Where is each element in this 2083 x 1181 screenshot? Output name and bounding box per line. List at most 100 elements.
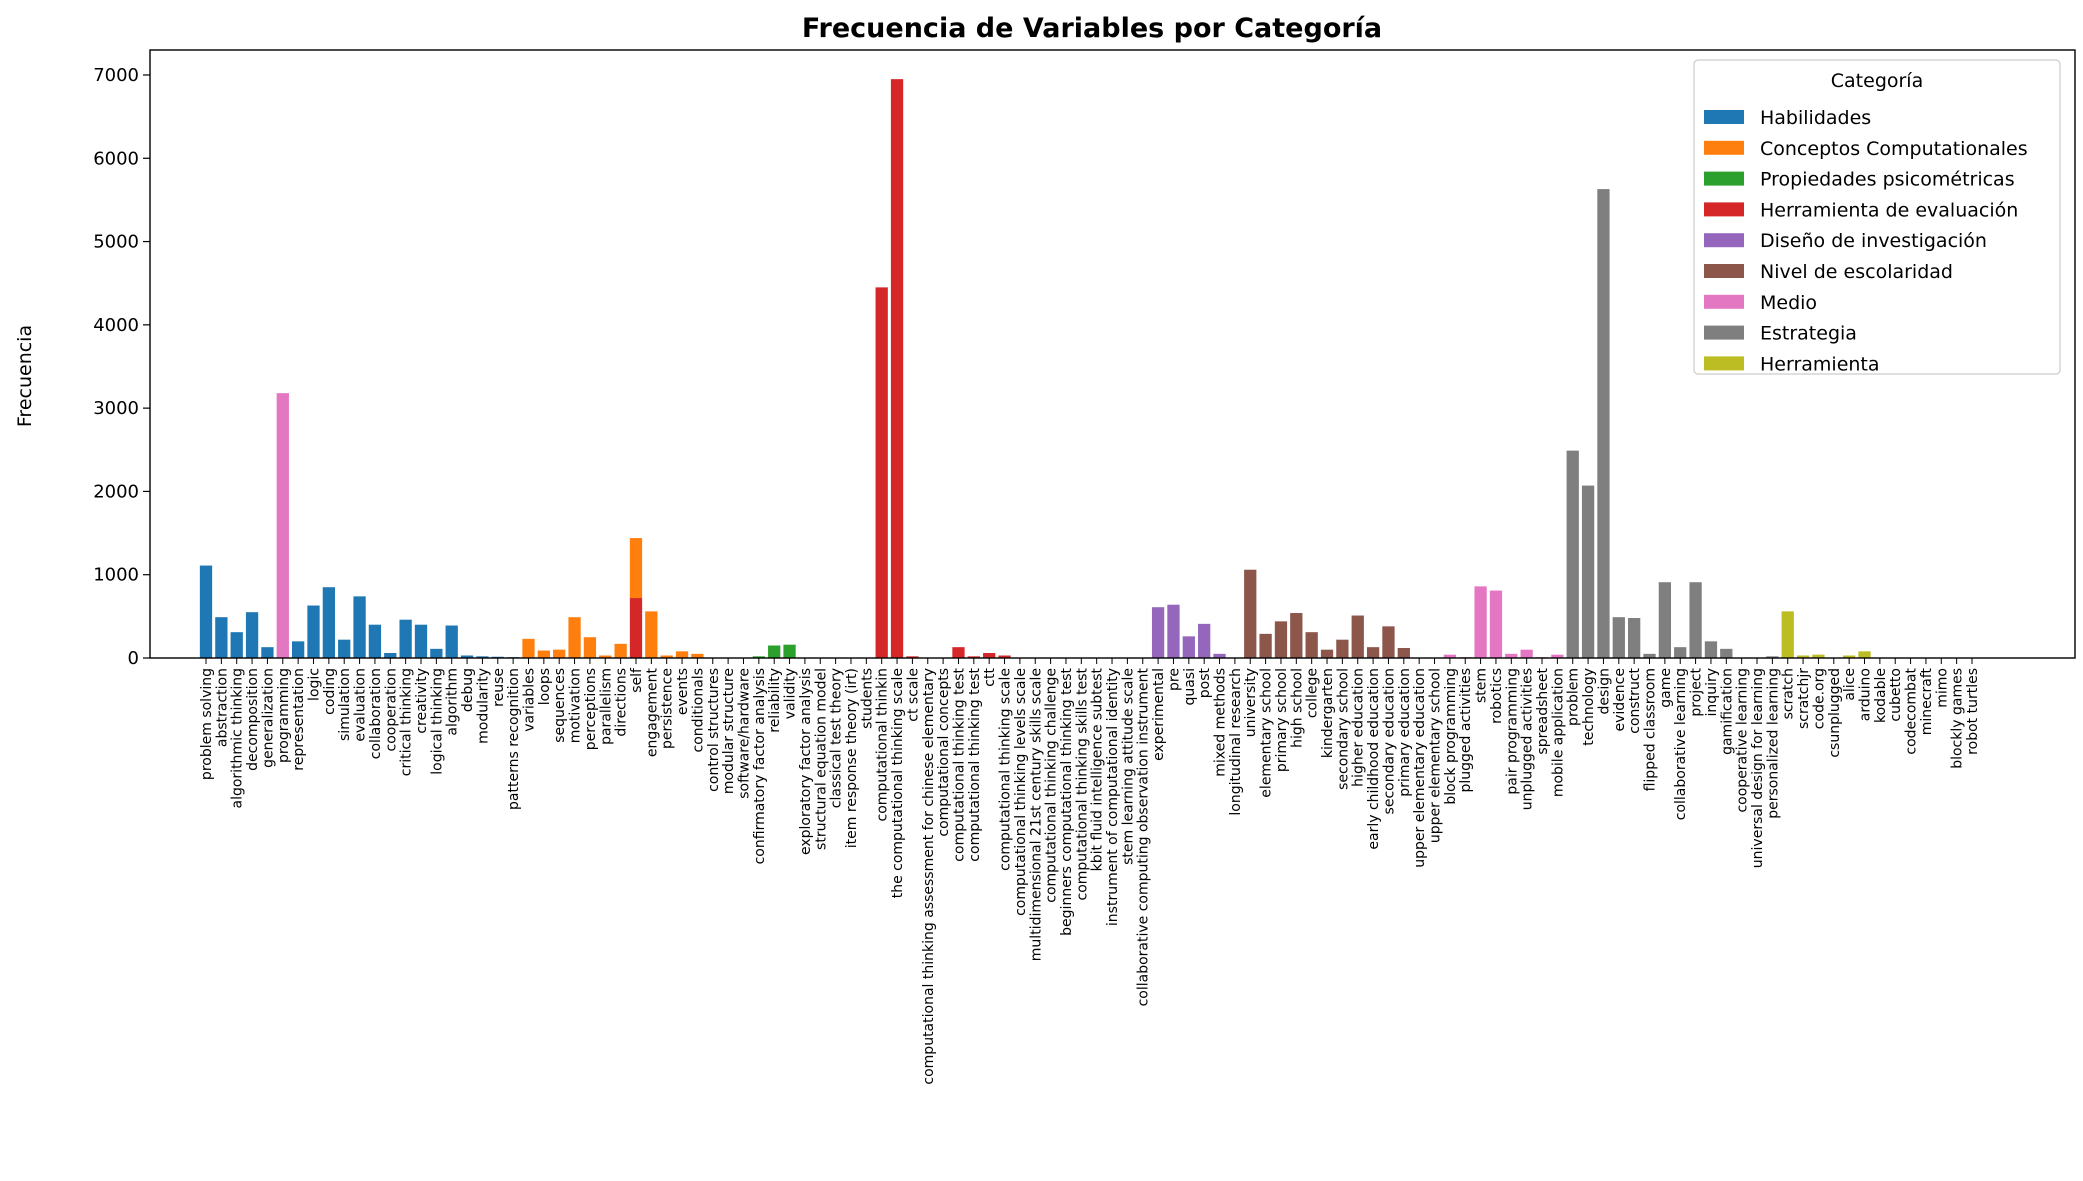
bar xyxy=(1581,485,1595,658)
x-tick-label: secondary education xyxy=(1381,668,1397,814)
x-tick-label: classical test theory xyxy=(829,668,845,808)
bar xyxy=(245,612,259,658)
bar xyxy=(1167,604,1180,658)
x-tick-label: cooperation xyxy=(383,668,399,751)
x-tick-label: structural equation model xyxy=(813,668,829,850)
x-tick-label: plugged activities xyxy=(1458,668,1474,793)
x-tick-label: persistence xyxy=(660,668,676,749)
bar xyxy=(629,598,643,658)
legend-entry: Herramienta de evaluación xyxy=(1760,199,2018,221)
x-tick-label: secondary school xyxy=(1335,668,1351,790)
bar xyxy=(199,565,213,658)
x-tick-label: students xyxy=(859,668,875,729)
y-tick-label: 6000 xyxy=(93,148,139,169)
bar xyxy=(1766,656,1779,658)
bar xyxy=(614,643,627,658)
x-tick-label: flipped classroom xyxy=(1643,668,1659,791)
bar xyxy=(1612,617,1625,658)
x-tick-label: higher education xyxy=(1351,668,1367,787)
bar xyxy=(1382,626,1395,658)
x-tick-label: debug xyxy=(460,668,476,712)
x-tick-label: computational thinking test xyxy=(967,667,983,861)
x-tick-label: engagement xyxy=(644,668,660,758)
bar xyxy=(1597,189,1610,659)
x-tick-label: robotics xyxy=(1489,668,1505,724)
x-tick-label: instrument of computational identity xyxy=(1105,668,1121,926)
bar xyxy=(583,637,597,658)
bar xyxy=(1151,607,1165,658)
x-tick-label: block programming xyxy=(1443,668,1459,805)
x-tick-label: evaluation xyxy=(353,668,369,742)
bar xyxy=(1305,632,1318,658)
x-tick-label: universal design for learning xyxy=(1750,668,1766,868)
x-tick-label: game xyxy=(1658,668,1674,708)
bar xyxy=(660,655,673,658)
legend-swatch xyxy=(1704,110,1744,124)
x-tick-label: codecombat xyxy=(1904,667,1920,754)
x-tick-label: algorithm xyxy=(445,668,461,736)
x-tick-label: kindergarten xyxy=(1320,668,1336,758)
bar xyxy=(645,611,658,658)
bar xyxy=(890,79,904,658)
bars-group xyxy=(199,79,1979,659)
x-tick-label: modularity xyxy=(475,668,491,744)
x-tick-label: primary education xyxy=(1397,668,1413,797)
chart-title: Frecuencia de Variables por Categoría xyxy=(802,13,1382,44)
bar xyxy=(1213,653,1226,658)
x-tick-label: longitudinal research xyxy=(1228,668,1244,816)
x-tick-label: collaborative learning xyxy=(1673,668,1689,820)
x-tick-label: exploratory factor analysis xyxy=(798,668,814,855)
bar xyxy=(476,656,489,658)
legend-entry: Conceptos Computationales xyxy=(1760,138,2028,160)
x-tick-label: conditionals xyxy=(690,668,706,753)
x-tick-label: kodable xyxy=(1873,668,1889,723)
x-tick-label: computational concepts xyxy=(936,668,952,837)
x-tick-label: abstraction xyxy=(214,668,230,747)
x-tick-label: logic xyxy=(306,668,322,701)
bar xyxy=(599,655,612,658)
bar xyxy=(1674,647,1687,658)
x-tick-label: critical thinking xyxy=(399,668,415,776)
x-tick-label: code.org xyxy=(1811,668,1827,729)
bar xyxy=(1397,648,1410,658)
x-tick-label: upper elementary education xyxy=(1412,668,1428,868)
x-tick-label: representation xyxy=(291,668,307,771)
x-tick-label: cubetto xyxy=(1888,668,1904,722)
legend-swatch xyxy=(1704,325,1744,340)
x-tick-label: mimo xyxy=(1934,668,1950,708)
bar xyxy=(752,656,765,658)
bar xyxy=(291,641,305,658)
x-tick-label: inquiry xyxy=(1704,668,1720,716)
x-tick-label: upper elementary school xyxy=(1428,668,1444,843)
x-tick-label: multidimensional 21st century skills sca… xyxy=(1028,668,1044,961)
bar xyxy=(1244,569,1257,658)
x-tick-label: college xyxy=(1305,668,1321,718)
legend: Categoría Habilidades Conceptos Computatio… xyxy=(1693,59,2061,375)
bar xyxy=(537,650,550,658)
bar xyxy=(1812,654,1825,658)
x-tick-label: directions xyxy=(614,668,630,737)
bar xyxy=(353,596,366,658)
bar xyxy=(1443,654,1457,658)
bar xyxy=(460,655,474,658)
bar xyxy=(276,393,289,658)
bar xyxy=(1658,582,1672,658)
x-tick-label: modular structure xyxy=(721,668,737,794)
x-tick-label: the computational thinking scale xyxy=(890,668,906,898)
x-tick-label: post xyxy=(1197,668,1213,699)
legend-swatch xyxy=(1704,264,1744,278)
bar xyxy=(1336,639,1349,658)
bar xyxy=(875,287,888,658)
y-tick-label: 5000 xyxy=(93,232,139,253)
x-tick-label: personalized learning xyxy=(1765,668,1781,819)
x-tick-label: alice xyxy=(1842,668,1858,701)
bar xyxy=(1781,611,1794,658)
x-tick-label: quasi xyxy=(1182,668,1198,706)
x-tick-label: pair programming xyxy=(1504,668,1520,795)
legend-entry: Propiedades psicométricas xyxy=(1760,169,2015,191)
x-tick-label: csunplugged xyxy=(1827,668,1843,758)
y-axis: 0 1000 2000 3000 4000 5000 6000 7000 xyxy=(93,65,150,669)
bar xyxy=(783,644,796,658)
bar xyxy=(952,647,965,658)
x-tick-label: computational thinking assessment for ch… xyxy=(921,668,937,1085)
